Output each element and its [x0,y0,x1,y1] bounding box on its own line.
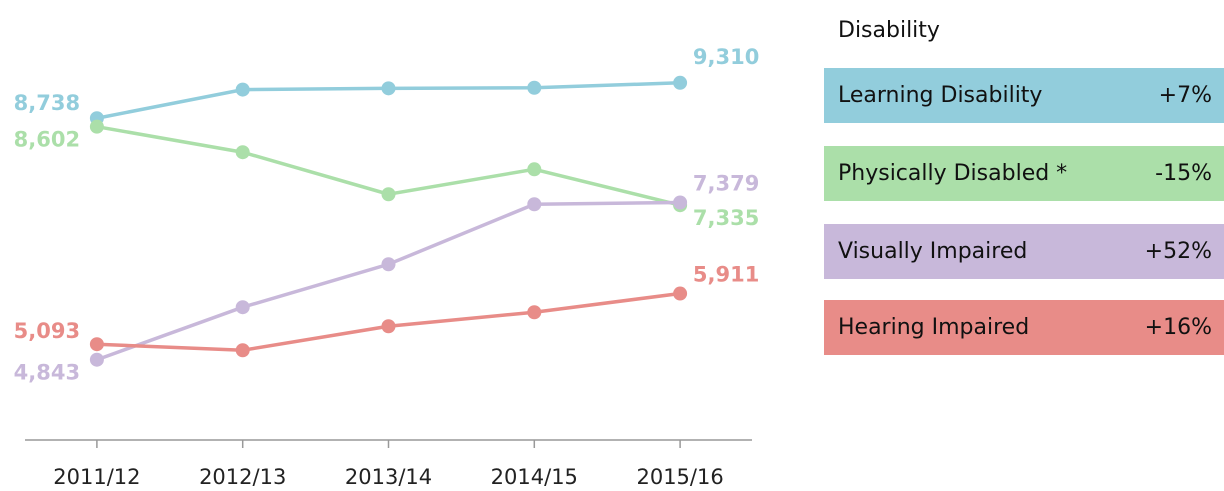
x-tick-label: 2015/16 [636,465,723,489]
data-point [673,195,688,210]
legend-title: Disability [838,18,940,43]
data-point [235,82,250,97]
data-point [673,286,688,301]
data-point [89,119,104,134]
data-label: 5,911 [693,263,759,287]
legend-change: -15% [1155,161,1212,186]
data-label: 5,093 [14,319,80,343]
x-tick-label: 2012/13 [199,465,286,489]
data-point [381,257,396,272]
data-point [89,337,104,352]
legend-swatch [824,224,1224,279]
data-point [381,319,396,334]
data-point [381,187,396,202]
x-tick-label: 2011/12 [53,465,140,489]
legend-change: +52% [1145,239,1212,264]
data-label: 7,335 [693,206,759,230]
x-tick-label: 2014/15 [491,465,578,489]
data-label: 8,602 [14,128,80,152]
data-label: 8,738 [14,91,80,115]
data-label: 4,843 [14,361,80,385]
data-label: 9,310 [693,45,759,69]
legend-swatch [824,68,1224,123]
data-point [89,352,104,367]
data-point [235,300,250,315]
data-point [527,305,542,320]
legend-change: +16% [1145,315,1212,340]
data-point [235,343,250,358]
data-point [235,145,250,160]
legend-swatch [824,146,1224,201]
legend-label: Learning Disability [838,83,1042,108]
x-tick-label: 2013/14 [345,465,432,489]
data-point [673,75,688,90]
data-point [527,197,542,212]
data-point [381,81,396,96]
data-point [527,162,542,177]
legend-label: Physically Disabled * [838,161,1067,186]
data-label: 7,379 [693,172,759,196]
legend-change: +7% [1159,83,1212,108]
series-line [96,200,681,362]
legend-swatch [824,300,1224,355]
legend-label: Hearing Impaired [838,315,1029,340]
legend-label: Visually Impaired [838,239,1027,264]
data-point [527,80,542,95]
